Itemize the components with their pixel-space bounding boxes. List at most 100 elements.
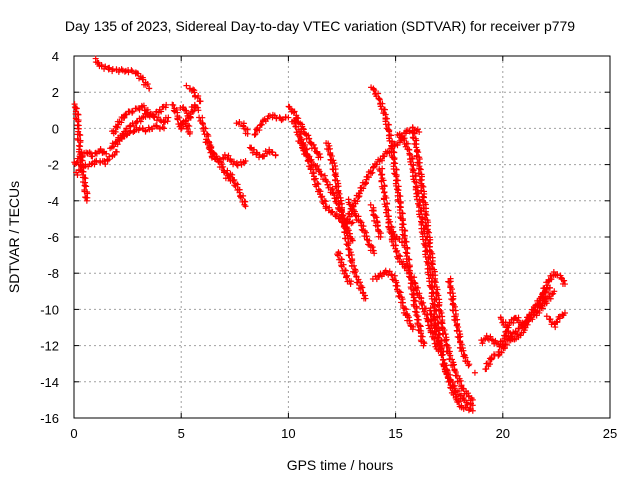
data-point — [392, 242, 399, 249]
data-point — [412, 298, 419, 305]
data-point — [191, 89, 198, 96]
data-point — [303, 152, 310, 159]
data-point — [542, 298, 549, 305]
data-point — [311, 145, 318, 152]
data-point — [382, 203, 389, 210]
data-point — [346, 210, 353, 217]
data-point — [437, 348, 444, 355]
data-point — [116, 118, 123, 125]
data-point — [440, 331, 447, 338]
data-point — [238, 194, 245, 201]
data-point — [139, 104, 146, 111]
x-tick-label: 15 — [388, 426, 402, 441]
data-point — [453, 372, 460, 379]
data-point — [383, 209, 390, 216]
data-point — [306, 153, 313, 160]
data-point — [346, 252, 353, 259]
data-point — [512, 328, 519, 335]
data-point — [483, 332, 490, 339]
data-point — [333, 173, 340, 180]
data-point — [440, 361, 447, 368]
data-point — [292, 123, 299, 130]
data-point — [347, 281, 354, 288]
data-point — [77, 132, 84, 139]
data-point — [561, 281, 568, 288]
data-point — [135, 127, 142, 134]
data-point — [318, 171, 325, 178]
data-point — [393, 186, 400, 193]
data-series — [196, 114, 249, 169]
data-point — [192, 93, 199, 100]
data-point — [300, 147, 307, 154]
data-point — [342, 235, 349, 242]
y-tick-label: -6 — [47, 230, 59, 245]
data-point — [421, 194, 428, 201]
data-point — [381, 189, 388, 196]
data-point — [367, 201, 374, 208]
data-point — [94, 59, 101, 66]
data-point — [415, 149, 422, 156]
data-point — [403, 306, 410, 313]
data-point — [306, 135, 313, 142]
data-point — [164, 118, 171, 125]
data-point — [379, 185, 386, 192]
data-series — [409, 127, 476, 404]
data-point — [79, 153, 86, 160]
data-point — [561, 277, 568, 284]
data-point — [388, 271, 395, 278]
data-point — [438, 352, 445, 359]
data-point — [128, 67, 135, 74]
data-point — [377, 156, 384, 163]
data-point — [346, 201, 353, 208]
data-point — [498, 316, 505, 323]
data-point — [376, 167, 383, 174]
data-point — [415, 316, 422, 323]
y-tick-label: 4 — [52, 49, 59, 64]
data-point — [436, 313, 443, 320]
data-point — [429, 261, 436, 268]
data-point — [502, 341, 509, 348]
data-point — [365, 241, 372, 248]
data-point — [454, 328, 461, 335]
data-point — [326, 142, 333, 149]
data-point — [311, 176, 318, 183]
data-point — [218, 164, 225, 171]
data-point — [251, 131, 258, 138]
data-point — [433, 296, 440, 303]
data-point — [484, 360, 491, 367]
data-series — [92, 55, 153, 92]
data-point — [400, 304, 407, 311]
data-point — [510, 319, 517, 326]
data-point — [377, 103, 384, 110]
data-point — [521, 324, 528, 331]
data-point — [388, 228, 395, 235]
data-point — [552, 324, 559, 331]
data-point — [83, 197, 90, 204]
data-point — [469, 396, 476, 403]
data-point — [260, 153, 267, 160]
x-tick-label: 5 — [178, 426, 185, 441]
data-point — [177, 125, 184, 132]
x-tick-label: 0 — [70, 426, 77, 441]
data-point — [136, 75, 143, 82]
data-point — [406, 128, 413, 135]
data-point — [83, 194, 90, 201]
plot-frame — [73, 55, 611, 419]
data-point — [224, 167, 231, 174]
data-point — [104, 157, 111, 164]
data-point — [182, 107, 189, 114]
data-point — [242, 203, 249, 210]
data-point — [454, 391, 461, 398]
data-point — [381, 153, 388, 160]
data-point — [399, 239, 406, 246]
data-point — [428, 318, 435, 325]
data-point — [395, 235, 402, 242]
data-point — [441, 327, 448, 334]
data-point — [244, 130, 251, 137]
data-point — [371, 86, 378, 93]
data-point — [123, 125, 130, 132]
data-point — [256, 154, 263, 161]
y-tick-label: -12 — [40, 339, 59, 354]
data-series — [251, 111, 292, 138]
data-series — [537, 269, 568, 302]
